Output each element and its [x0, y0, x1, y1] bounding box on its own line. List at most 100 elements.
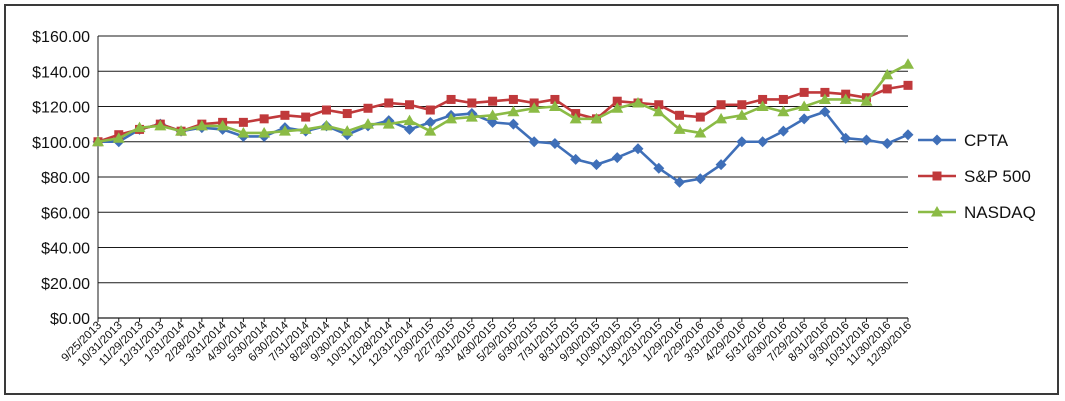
data-point-s-p-500: [467, 98, 477, 108]
data-point-s-p-500: [716, 100, 726, 110]
data-point-cpta: [424, 116, 436, 128]
data-point-nasdaq: [548, 100, 561, 111]
data-point-nasdaq: [507, 105, 520, 117]
data-point-nasdaq: [320, 119, 333, 131]
data-point-nasdaq: [528, 102, 541, 113]
data-point-nasdaq: [798, 100, 811, 111]
data-point-s-p-500: [820, 87, 830, 97]
x-axis-tick-labels: 9/25/201310/31/201311/29/201312/31/20131…: [59, 319, 914, 369]
gridlines: [98, 35, 908, 319]
data-point-nasdaq: [299, 123, 312, 134]
data-point-s-p-500: [446, 94, 456, 104]
data-point-cpta: [777, 125, 789, 137]
data-point-s-p-500: [280, 110, 290, 120]
data-point-s-p-500: [342, 109, 352, 119]
legend-label: NASDAQ: [964, 203, 1036, 222]
legend: CPTA S&P 500 NASDAQ: [918, 131, 1036, 222]
legend-swatch-marker: [931, 206, 943, 217]
data-point-nasdaq: [839, 93, 852, 104]
data-point-nasdaq: [673, 123, 686, 134]
y-tick-label: $20.00: [41, 276, 90, 293]
data-point-cpta: [819, 106, 831, 118]
data-point-nasdaq: [486, 109, 499, 120]
series-line-s-p-500: [97, 84, 909, 143]
series-cpta: [92, 106, 914, 188]
data-point-s-p-500: [882, 84, 892, 94]
legend-item-cpta: CPTA: [918, 131, 1009, 150]
data-point-cpta: [694, 173, 706, 185]
data-point-s-p-500: [675, 110, 685, 120]
y-tick-label: $40.00: [41, 241, 90, 258]
data-point-s-p-500: [737, 100, 747, 110]
data-point-nasdaq: [424, 125, 437, 136]
data-point-s-p-500: [259, 114, 269, 124]
data-point-nasdaq: [382, 118, 395, 129]
data-point-nasdaq: [465, 111, 478, 122]
legend-label: CPTA: [964, 131, 1009, 150]
data-point-s-p-500: [903, 80, 913, 90]
data-point-nasdaq: [611, 102, 624, 113]
data-point-cpta: [507, 118, 519, 130]
data-point-nasdaq: [362, 118, 374, 129]
data-point-cpta: [632, 143, 644, 155]
data-point-nasdaq: [860, 95, 873, 106]
data-point-nasdaq: [92, 135, 104, 147]
series-lines: [92, 58, 914, 188]
data-point-nasdaq: [195, 119, 208, 131]
data-point-cpta: [549, 138, 561, 150]
data-point-s-p-500: [758, 94, 768, 104]
legend-swatch-marker: [931, 134, 943, 146]
data-point-cpta: [798, 113, 810, 125]
data-point-s-p-500: [508, 94, 518, 104]
data-point-nasdaq: [569, 112, 582, 124]
data-point-cpta: [840, 132, 852, 144]
data-point-nasdaq: [133, 121, 146, 133]
line-chart: $0.00 $20.00 $40.00 $60.00 $80.00 $100.00 $120…: [32, 29, 1036, 369]
data-point-nasdaq: [818, 93, 831, 104]
data-point-nasdaq: [403, 114, 416, 126]
legend-item-s-p-500: S&P 500: [918, 167, 1031, 186]
data-point-s-p-500: [695, 112, 705, 122]
data-point-cpta: [528, 136, 540, 148]
y-tick-label: $120.00: [32, 100, 90, 117]
series-nasdaq: [92, 58, 914, 147]
data-point-nasdaq: [715, 112, 728, 124]
data-point-cpta: [736, 136, 748, 148]
legend-swatch-marker: [932, 171, 942, 181]
data-point-nasdaq: [756, 100, 769, 111]
data-point-nasdaq: [154, 119, 167, 131]
y-tick-label: $160.00: [32, 29, 90, 46]
data-point-nasdaq: [694, 126, 707, 138]
data-point-nasdaq: [735, 109, 748, 120]
data-point-s-p-500: [425, 105, 435, 115]
data-point-nasdaq: [881, 68, 894, 80]
data-point-nasdaq: [278, 125, 291, 136]
y-tick-label: $0.00: [50, 311, 90, 328]
data-point-s-p-500: [778, 94, 788, 104]
data-point-cpta: [653, 162, 665, 174]
data-point-nasdaq: [777, 105, 790, 117]
data-point-s-p-500: [488, 96, 498, 106]
y-tick-label: $80.00: [41, 170, 90, 187]
chart-frame: $0.00 $20.00 $40.00 $60.00 $80.00 $100.00 $120…: [4, 4, 1059, 395]
data-point-nasdaq: [902, 58, 914, 69]
data-point-nasdaq: [175, 125, 188, 136]
data-point-s-p-500: [550, 94, 560, 104]
y-tick-label: $60.00: [41, 205, 90, 222]
data-point-cpta: [757, 136, 769, 148]
data-point-cpta: [404, 123, 416, 135]
data-point-nasdaq: [237, 126, 250, 138]
data-point-nasdaq: [632, 96, 644, 108]
data-point-nasdaq: [590, 112, 603, 124]
data-point-nasdaq: [341, 125, 354, 136]
legend-item-nasdaq: NASDAQ: [918, 203, 1036, 222]
data-point-cpta: [570, 153, 582, 165]
y-tick-label: $100.00: [32, 135, 90, 152]
data-point-cpta: [860, 134, 872, 146]
data-point-cpta: [611, 152, 623, 164]
data-point-cpta: [881, 138, 893, 150]
legend-label: S&P 500: [964, 167, 1031, 186]
data-point-cpta: [715, 159, 727, 171]
data-point-nasdaq: [258, 126, 271, 138]
data-point-s-p-500: [405, 100, 415, 110]
